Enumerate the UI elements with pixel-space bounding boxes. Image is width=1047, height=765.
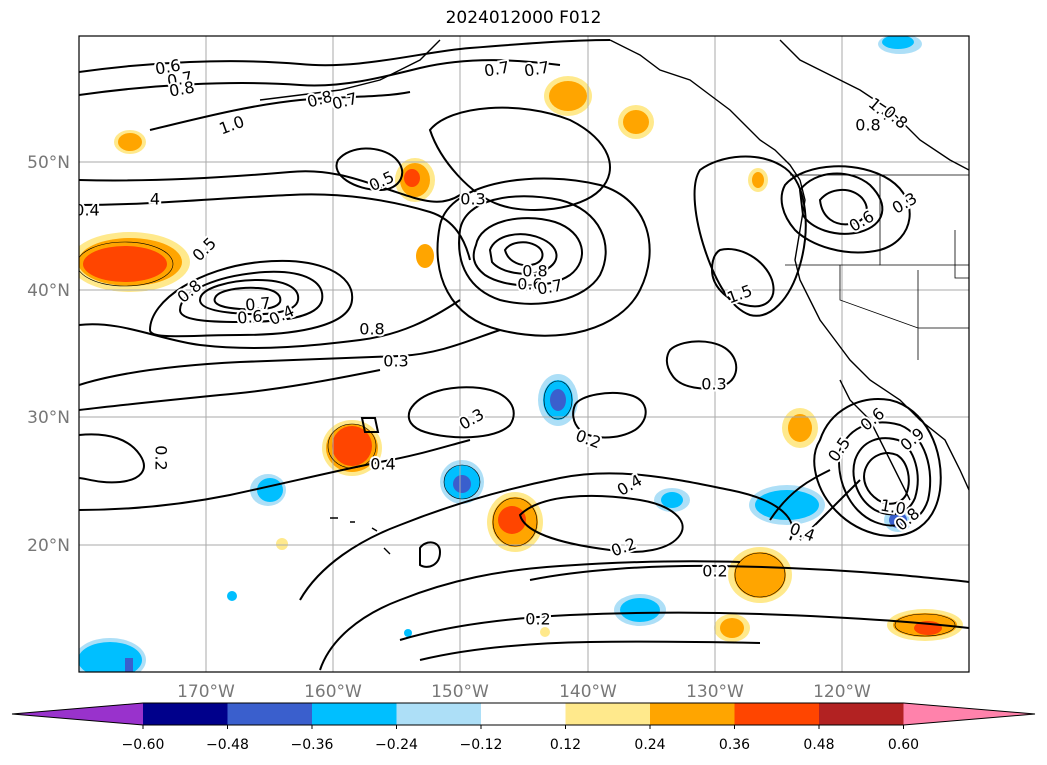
contour-label: 0.6 xyxy=(517,275,542,294)
lat-label: 40°N xyxy=(27,281,70,301)
map-title: 2024012000 F012 xyxy=(445,8,602,28)
longitude-labels: 170°W 160°W 150°W 140°W 130°W 120°W xyxy=(177,682,871,702)
colorbar-segment xyxy=(312,703,397,725)
colorbar-segment xyxy=(565,703,651,725)
colorbar-segment xyxy=(819,703,904,725)
shading-outlines xyxy=(79,241,956,637)
contour-lines xyxy=(79,39,969,671)
lon-label: 140°W xyxy=(559,682,617,702)
colorbar-tick-label: 0.24 xyxy=(634,737,665,753)
colorbar: −0.60 −0.48 −0.36 −0.24 −0.12 0.12 0.24 0.36 0.4… xyxy=(11,702,1036,753)
map-border xyxy=(78,35,970,673)
coastlines xyxy=(259,39,969,555)
contour-label: 0.7 xyxy=(166,67,194,90)
colorbar-tick-label: 0.60 xyxy=(888,737,919,753)
colorbar-segment xyxy=(481,703,566,725)
map-area xyxy=(79,36,969,672)
contour-label: 0.3 xyxy=(701,375,726,394)
colorbar-tick-label: 0.48 xyxy=(803,737,834,753)
contour-label: 0.8 xyxy=(359,320,384,339)
contour-label: 0.3 xyxy=(383,352,408,371)
contour-label: 0.4 xyxy=(74,201,99,220)
colorbar-segment xyxy=(396,703,482,725)
contour-label: 0.2 xyxy=(525,610,550,629)
colorbar-tick-label: −0.36 xyxy=(291,737,334,753)
contour-label: 0.8 xyxy=(855,116,880,135)
contour-label: 0.6 xyxy=(236,306,263,327)
latitude-labels: 50°N 40°N 30°N 20°N xyxy=(27,153,70,556)
colorbar-segment xyxy=(650,703,735,725)
colorbar-tick-label: −0.48 xyxy=(206,737,249,753)
colorbar-tick-label: −0.12 xyxy=(460,737,503,753)
colorbar-extend-min xyxy=(12,703,143,725)
lon-label: 150°W xyxy=(431,682,489,702)
colorbar-segment xyxy=(227,703,313,725)
contour-label: 0.4 xyxy=(370,455,395,474)
colorbar-tick-label: −0.60 xyxy=(122,737,165,753)
lon-label: 130°W xyxy=(686,682,744,702)
contour-label: 0.7 xyxy=(244,293,271,314)
colorbar-tick-label: 0.12 xyxy=(550,737,581,753)
contour-label: 0.3 xyxy=(460,190,485,209)
colorbar-tick-label: −0.24 xyxy=(375,737,418,753)
contour-label: 0.8 xyxy=(522,262,547,281)
colorbar-tick-label: 0.36 xyxy=(719,737,750,753)
contour-label: 0.2 xyxy=(152,445,171,470)
colorbar-extend-max xyxy=(903,703,1035,725)
lon-label: 170°W xyxy=(177,682,235,702)
contour-label: 0.2 xyxy=(702,562,727,581)
colorbar-segment xyxy=(143,703,228,725)
lat-label: 30°N xyxy=(27,408,70,428)
lat-label: 20°N xyxy=(27,536,70,556)
lat-label: 50°N xyxy=(27,153,70,173)
lon-label: 160°W xyxy=(304,682,362,702)
contour-label: 4 xyxy=(150,190,160,209)
colorbar-segment xyxy=(734,703,820,725)
graticule xyxy=(79,36,969,672)
lon-label: 120°W xyxy=(813,682,871,702)
